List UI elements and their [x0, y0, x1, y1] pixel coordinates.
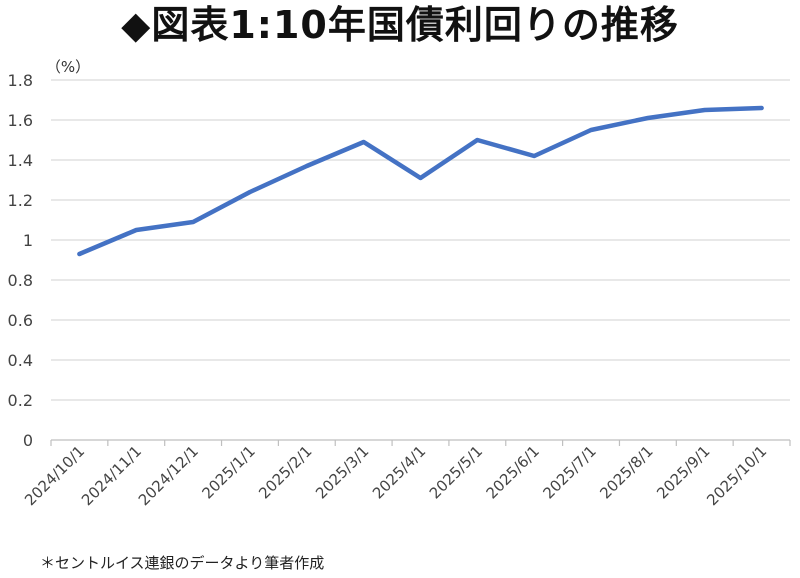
y-tick-label: 0.4 [8, 351, 33, 370]
x-tick-label: 2025/6/1 [483, 442, 543, 502]
data-point [134, 228, 139, 232]
y-tick-label: 0.8 [8, 271, 33, 290]
x-tick-label: 2024/11/1 [78, 442, 145, 509]
x-axis: 2024/10/12024/11/12024/12/12025/1/12025/… [21, 439, 791, 509]
series-line [77, 105, 764, 257]
x-tick-label: 2024/12/1 [135, 442, 202, 509]
data-point [191, 220, 196, 224]
source-note: ＊セントルイス連銀のデータより筆者作成 [40, 554, 325, 572]
data-point [361, 140, 366, 144]
y-tick-label: 1.4 [8, 151, 33, 170]
data-point [759, 106, 764, 110]
x-tick-label: 2024/10/1 [21, 442, 88, 509]
chart-title: ◆図表1:10年国債利回りの推移 [121, 3, 679, 47]
y-tick-label: 1.6 [8, 111, 33, 130]
y-axis-tick-labels: 0 0.2 0.4 0.6 0.8 1 1.2 1.4 1.6 1.8 [8, 71, 33, 450]
x-tick-label: 2025/4/1 [369, 442, 429, 502]
data-point [418, 176, 423, 180]
data-point [589, 128, 594, 132]
x-tick-label: 2025/8/1 [596, 442, 656, 502]
x-tick-label: 2025/2/1 [255, 442, 315, 502]
gridlines [51, 79, 790, 401]
data-point [702, 108, 707, 112]
y-tick-label: 0 [23, 431, 33, 450]
x-tick-label: 2025/7/1 [539, 442, 599, 502]
data-point [77, 252, 82, 256]
y-tick-label: 1 [23, 231, 33, 250]
data-point [304, 164, 309, 168]
x-tick-label: 2025/10/1 [703, 442, 770, 509]
data-point [645, 116, 650, 120]
y-axis-unit-label: （%） [46, 58, 90, 76]
data-point [532, 154, 537, 158]
x-tick-label: 2025/5/1 [426, 442, 486, 502]
data-point [475, 138, 480, 142]
series-lines [77, 105, 764, 257]
x-tick-label: 2025/9/1 [653, 442, 713, 502]
data-point [247, 190, 252, 194]
y-tick-label: 1.8 [8, 71, 33, 90]
x-tick-label: 2025/3/1 [312, 442, 372, 502]
y-tick-label: 0.6 [8, 311, 33, 330]
y-tick-label: 1.2 [8, 191, 33, 210]
y-tick-label: 0.2 [8, 391, 33, 410]
x-tick-label: 2025/1/1 [198, 442, 258, 502]
